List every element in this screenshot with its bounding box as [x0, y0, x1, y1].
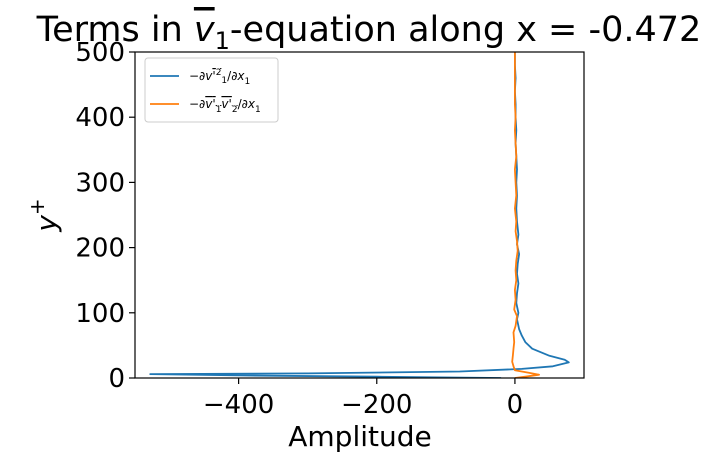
y-tick-label: 300 — [75, 168, 125, 198]
title-symbol: v — [194, 10, 216, 50]
y-tick-label: 200 — [75, 234, 125, 264]
x-tick-label: −200 — [341, 390, 412, 420]
legend-label-2: −∂v'1v'2/∂x1 — [189, 97, 261, 115]
legend: −∂v'21/∂x1 −∂v'1v'2/∂x1 — [144, 57, 279, 123]
title-prefix: Terms in — [36, 10, 194, 50]
series-layer — [149, 52, 570, 378]
tick-layer: −400 −200 0 0 100 200 300 400 500 — [75, 38, 523, 420]
x-tick-label: 0 — [507, 390, 524, 420]
plot-frame — [134, 51, 585, 379]
series-line-2 — [511, 52, 540, 378]
series-line-1 — [149, 52, 570, 378]
y-axis-label-sup: + — [25, 198, 49, 215]
y-tick-label: 400 — [75, 103, 125, 133]
legend-box — [144, 57, 279, 123]
y-axis-label-main: y — [30, 215, 63, 233]
x-axis-label: Amplitude — [288, 420, 432, 453]
legend-label-1: −∂v'21/∂x1 — [189, 68, 250, 87]
title-subscript: 1 — [215, 27, 230, 55]
y-axis-label: y+ — [25, 198, 63, 232]
title-suffix: -equation along x = -0.472 — [230, 10, 701, 50]
chart-title: Terms in v1-equation along x = -0.472 — [36, 10, 702, 55]
x-tick-label: −400 — [203, 390, 274, 420]
y-tick-label: 0 — [108, 364, 125, 394]
y-tick-label: 500 — [75, 38, 125, 68]
y-tick-label: 100 — [75, 299, 125, 329]
